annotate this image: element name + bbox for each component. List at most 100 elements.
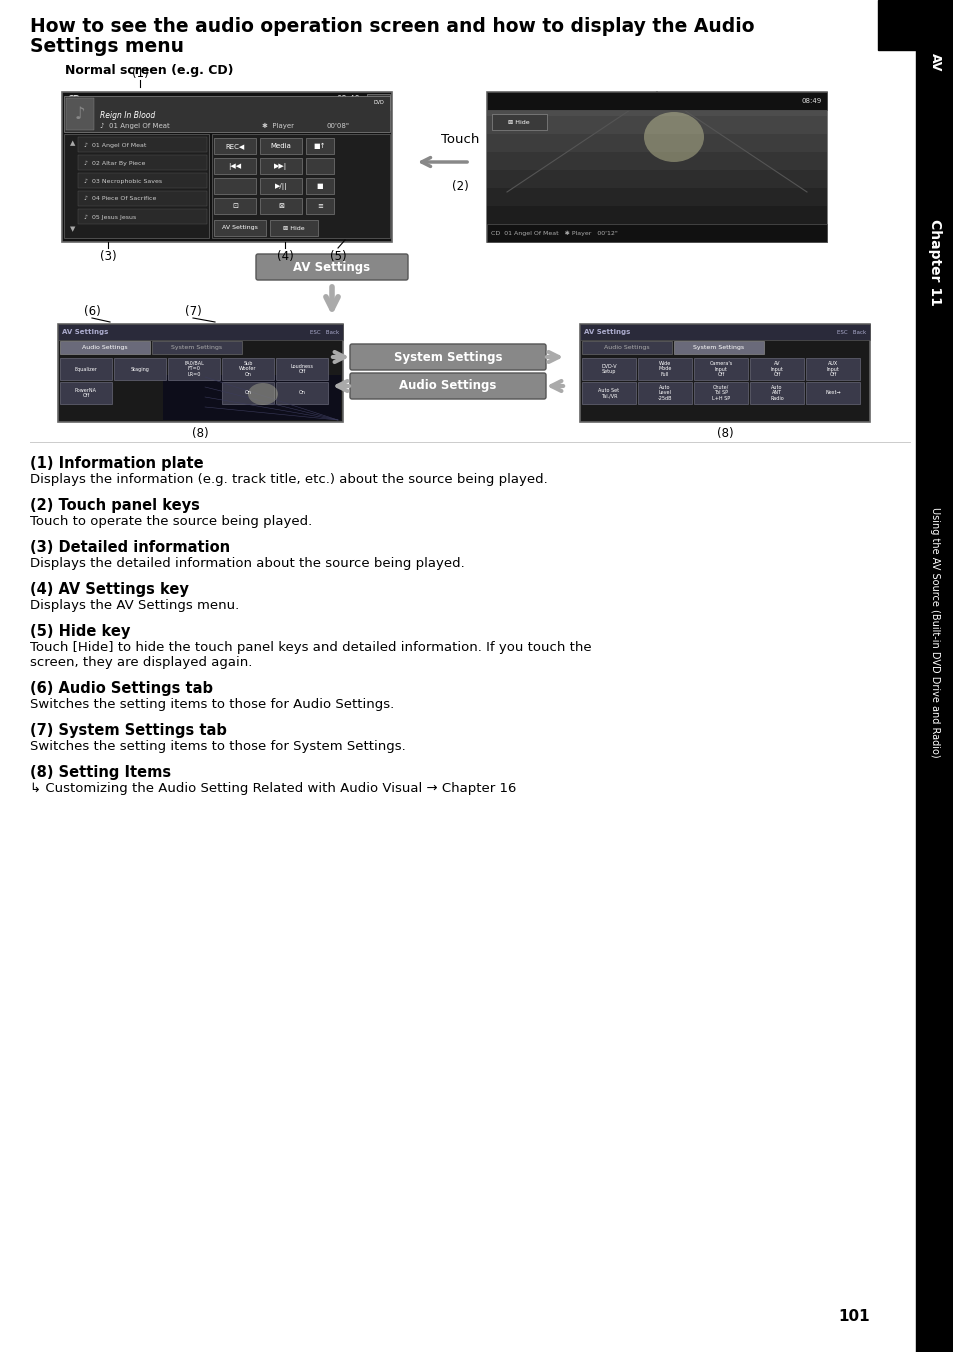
Bar (168, 358, 220, 380)
Text: DVD: DVD (374, 100, 384, 104)
Bar (673, 341, 763, 354)
Bar (638, 383, 691, 404)
Bar (693, 383, 747, 404)
Text: AV Settings: AV Settings (583, 329, 630, 335)
Text: Displays the AV Settings menu.: Displays the AV Settings menu. (30, 599, 239, 612)
Text: Reign In Blood: Reign In Blood (100, 111, 155, 120)
Text: Loudness
Off: Loudness Off (291, 364, 314, 375)
Text: AV: AV (927, 53, 941, 72)
Text: ♪  01 Angel Of Meat: ♪ 01 Angel Of Meat (100, 123, 170, 128)
Text: ♪  02 Altar By Piece: ♪ 02 Altar By Piece (84, 161, 145, 166)
Text: CD: CD (68, 95, 81, 104)
Text: Switches the setting items to those for Audio Settings.: Switches the setting items to those for … (30, 698, 394, 711)
Bar (213, 178, 255, 193)
Text: ⊠ Hide: ⊠ Hide (283, 226, 305, 230)
Text: Media: Media (271, 143, 291, 149)
Bar (260, 138, 302, 154)
Bar (805, 358, 859, 380)
Bar (486, 224, 826, 242)
Bar (486, 206, 826, 224)
FancyBboxPatch shape (350, 343, 545, 370)
Text: PowerNA
Off: PowerNA Off (75, 388, 97, 399)
Text: (7) System Settings tab: (7) System Settings tab (30, 723, 227, 738)
Text: Next→: Next→ (824, 391, 840, 396)
Bar (213, 197, 255, 214)
Bar (260, 197, 302, 214)
Bar (749, 358, 803, 380)
Bar (638, 358, 691, 380)
Bar (275, 358, 328, 380)
Bar (581, 341, 671, 354)
Text: Audio Settings: Audio Settings (82, 345, 128, 350)
Bar (486, 170, 826, 188)
Bar (58, 324, 343, 339)
Text: Auto Set
Tal./VR: Auto Set Tal./VR (598, 388, 618, 399)
Bar (805, 383, 859, 404)
FancyBboxPatch shape (350, 373, 545, 399)
Bar (60, 383, 112, 404)
Text: Using the AV Source (Built-in DVD Drive and Radio): Using the AV Source (Built-in DVD Drive … (929, 507, 939, 757)
Text: ESC   Back: ESC Back (836, 330, 865, 334)
Bar (58, 324, 343, 422)
Text: (6) Audio Settings tab: (6) Audio Settings tab (30, 681, 213, 696)
Bar (222, 383, 274, 404)
Text: (4): (4) (276, 250, 294, 264)
Bar (486, 188, 826, 206)
Text: System Settings: System Settings (693, 345, 743, 350)
Text: ▲: ▲ (70, 141, 75, 146)
Bar (213, 138, 255, 154)
Bar (915, 0, 953, 1352)
Bar (306, 178, 334, 193)
Text: (8) Setting Items: (8) Setting Items (30, 765, 171, 780)
Text: (6): (6) (84, 306, 100, 318)
Bar (62, 92, 392, 242)
Text: Audio Settings: Audio Settings (603, 345, 649, 350)
Text: Auto
ANT
Radio: Auto ANT Radio (769, 385, 783, 402)
Bar (270, 220, 317, 237)
Bar (306, 197, 334, 214)
Text: AV
Input
Off: AV Input Off (770, 361, 782, 377)
Text: (8): (8) (192, 427, 209, 439)
Bar (78, 137, 207, 151)
Bar (213, 158, 255, 174)
Text: FA0/BAL
FT=0
LR=0: FA0/BAL FT=0 LR=0 (184, 361, 204, 377)
Text: Switches the setting items to those for System Settings.: Switches the setting items to those for … (30, 740, 405, 753)
Bar (579, 324, 869, 422)
Bar (78, 210, 207, 224)
Text: (7): (7) (185, 306, 201, 318)
Text: Auto
Level
-25dB: Auto Level -25dB (657, 385, 672, 402)
Text: Staging: Staging (131, 366, 150, 372)
Text: Chapter 11: Chapter 11 (927, 219, 941, 306)
Text: ▼: ▼ (70, 226, 75, 233)
Text: (3): (3) (99, 250, 116, 264)
Bar (486, 116, 826, 134)
Bar (66, 97, 94, 130)
Text: ■↑: ■↑ (314, 143, 326, 149)
Text: 08:49: 08:49 (801, 97, 821, 104)
Bar (78, 155, 207, 170)
Text: On: On (298, 391, 305, 396)
Bar (163, 375, 340, 420)
Text: Touch: Touch (440, 132, 478, 146)
Text: Chute/
Tol SP
L+H SP: Chute/ Tol SP L+H SP (711, 385, 729, 402)
Bar (486, 92, 826, 110)
FancyBboxPatch shape (255, 254, 408, 280)
Text: Normal screen (e.g. CD): Normal screen (e.g. CD) (65, 64, 233, 77)
Text: System Settings: System Settings (394, 350, 501, 364)
Text: ⊡: ⊡ (232, 203, 237, 210)
Text: (2): (2) (451, 180, 468, 193)
Bar (486, 134, 826, 151)
Text: ⊠ Hide: ⊠ Hide (508, 119, 529, 124)
Bar (486, 151, 826, 170)
Text: ♪: ♪ (74, 105, 85, 123)
Text: Sub
Woofer
On: Sub Woofer On (239, 361, 256, 377)
Text: DVD-V
Setup: DVD-V Setup (600, 364, 617, 375)
Text: 08:49: 08:49 (336, 95, 360, 104)
Bar (78, 173, 207, 188)
Text: (2) Touch panel keys: (2) Touch panel keys (30, 498, 200, 512)
Text: (3) Detailed information: (3) Detailed information (30, 539, 230, 556)
Bar (579, 324, 869, 339)
Bar (486, 92, 826, 242)
Text: CD  01 Angel Of Meat   ✱ Player   00'12": CD 01 Angel Of Meat ✱ Player 00'12" (491, 230, 618, 235)
Text: Equalizer: Equalizer (74, 366, 97, 372)
